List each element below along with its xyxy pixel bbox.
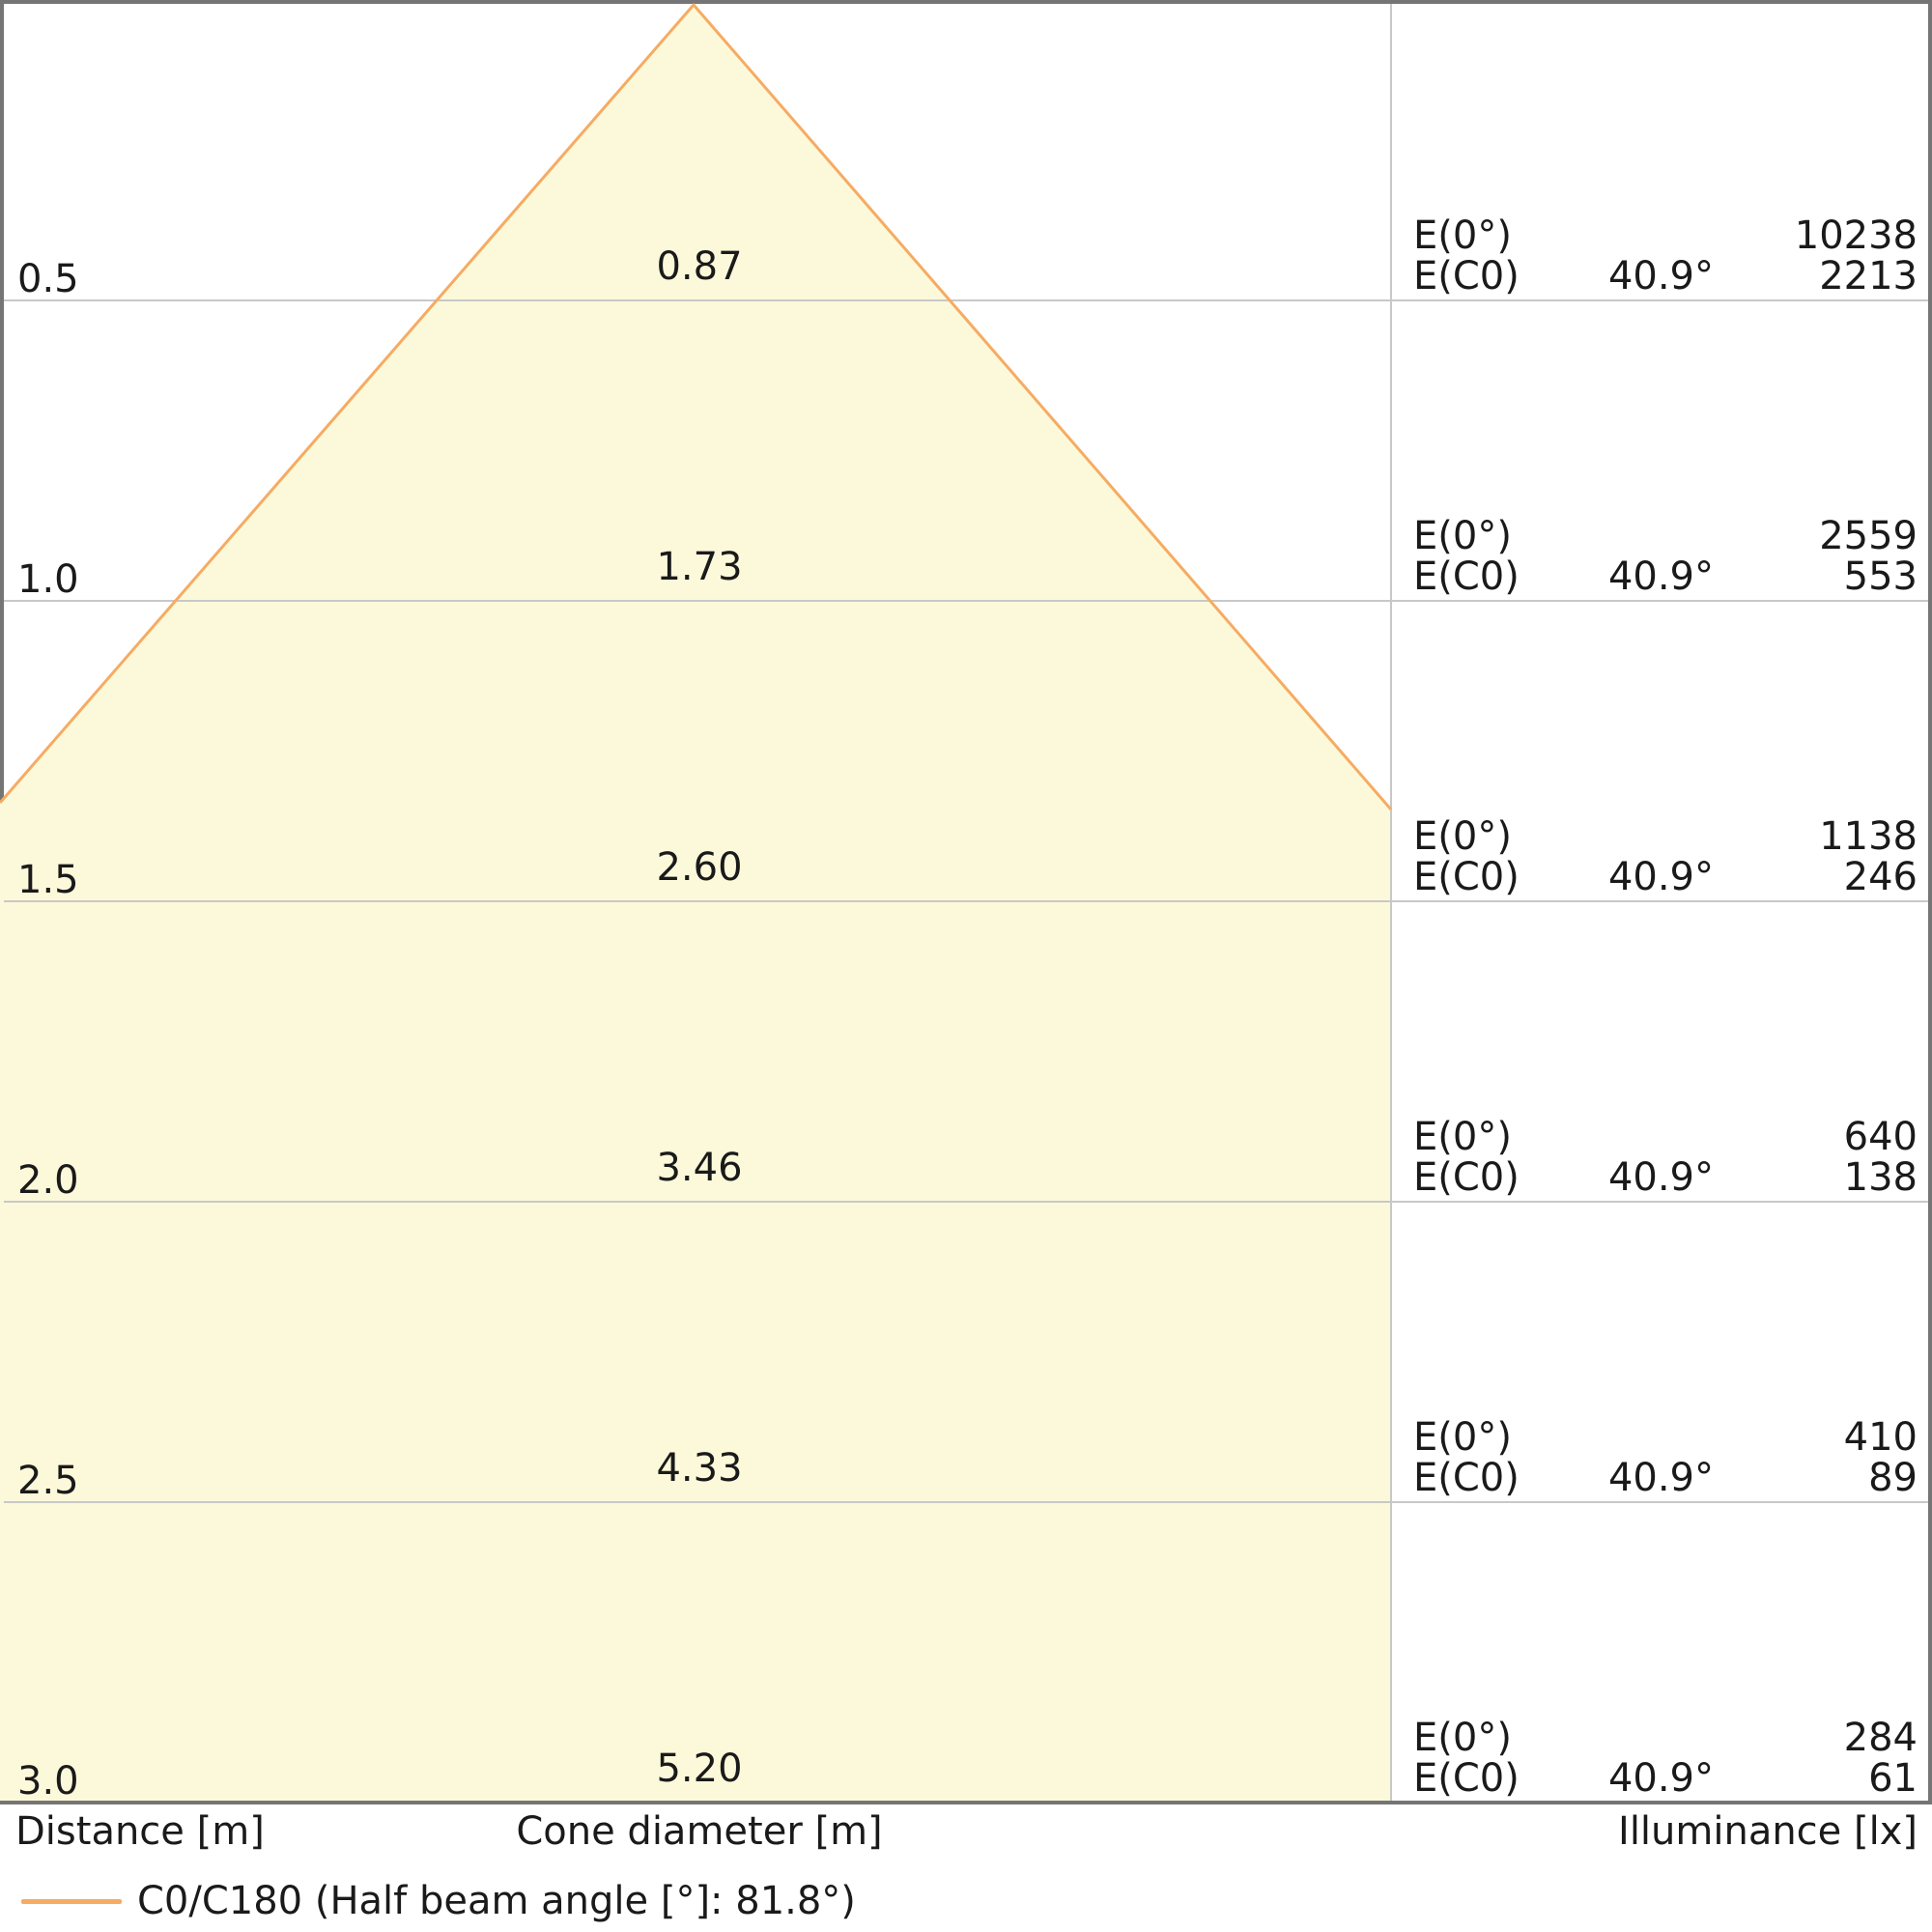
cone-beam-edges — [0, 3, 1393, 810]
distance-label: 2.5 — [17, 1459, 79, 1503]
ec0-label: E(C0) — [1413, 254, 1520, 298]
e0-value: 1138 — [1819, 814, 1918, 859]
legend-line-swatch — [21, 1899, 122, 1904]
distance-label: 1.0 — [17, 557, 79, 602]
e0-label: E(0°) — [1413, 514, 1512, 558]
ec0-label: E(C0) — [1413, 1456, 1520, 1500]
cone-diameter-label: 0.87 — [656, 244, 743, 289]
ec0-value: 246 — [1843, 855, 1918, 899]
ec0-value: 553 — [1843, 554, 1918, 599]
distance-label: 1.5 — [17, 858, 79, 902]
cone-plot — [0, 3, 1928, 1801]
e0-label: E(0°) — [1413, 814, 1512, 859]
ec0-value: 2213 — [1819, 254, 1918, 298]
e0-label: E(0°) — [1413, 213, 1512, 258]
illuminance-row-0.5m: E(0°) 10238 E(C0) 40.9° 2213 — [1413, 215, 1918, 297]
e0-value: 640 — [1843, 1115, 1918, 1159]
ec0-value: 89 — [1868, 1456, 1918, 1500]
e0-value: 410 — [1843, 1415, 1918, 1460]
cone-diameter-label: 3.46 — [656, 1146, 743, 1190]
e0-value: 2559 — [1819, 514, 1918, 558]
ec0-label: E(C0) — [1413, 855, 1520, 899]
ec0-value: 61 — [1868, 1756, 1918, 1801]
beam-angle-value: 40.9° — [1607, 1456, 1714, 1500]
beam-angle-value: 40.9° — [1607, 554, 1714, 599]
legend-label: C0/C180 (Half beam angle [°]: 81.8°) — [137, 1879, 856, 1923]
beam-angle-value: 40.9° — [1607, 254, 1714, 298]
distance-label: 2.0 — [17, 1158, 79, 1203]
ec0-label: E(C0) — [1413, 1756, 1520, 1801]
illuminance-axis-label: Illuminance [lx] — [1618, 1809, 1918, 1854]
cone-diameter-label: 4.33 — [656, 1446, 743, 1491]
e0-label: E(0°) — [1413, 1415, 1512, 1460]
cone-fill-shape — [0, 5, 1391, 1801]
illuminance-row-1.5m: E(0°) 1138 E(C0) 40.9° 246 — [1413, 816, 1918, 897]
e0-value: 284 — [1843, 1716, 1918, 1760]
beam-angle-value: 40.9° — [1607, 855, 1714, 899]
beam-angle-value: 40.9° — [1607, 1756, 1714, 1801]
chart-area: 0.5 1.0 1.5 2.0 2.5 3.0 0.87 1.73 2.60 3… — [0, 0, 1932, 1804]
cone-diameter-label: 1.73 — [656, 545, 743, 589]
ec0-value: 138 — [1843, 1155, 1918, 1200]
cone-diameter-axis-label: Cone diameter [m] — [516, 1809, 883, 1854]
illuminance-row-3.0m: E(0°) 284 E(C0) 40.9° 61 — [1413, 1718, 1918, 1799]
axis-caption-row: Distance [m] Cone diameter [m] Illuminan… — [0, 1808, 1932, 1855]
ec0-label: E(C0) — [1413, 554, 1520, 599]
ec0-label: E(C0) — [1413, 1155, 1520, 1200]
illuminance-row-1.0m: E(0°) 2559 E(C0) 40.9° 553 — [1413, 516, 1918, 597]
e0-label: E(0°) — [1413, 1115, 1512, 1159]
e0-label: E(0°) — [1413, 1716, 1512, 1760]
distance-label: 0.5 — [17, 257, 79, 301]
cone-diameter-label: 5.20 — [656, 1747, 743, 1791]
cone-diameter-label: 2.60 — [656, 845, 743, 890]
illuminance-row-2.0m: E(0°) 640 E(C0) 40.9° 138 — [1413, 1117, 1918, 1198]
distance-label: 3.0 — [17, 1759, 79, 1804]
beam-angle-value: 40.9° — [1607, 1155, 1714, 1200]
e0-value: 10238 — [1794, 213, 1918, 258]
distance-axis-label: Distance [m] — [15, 1809, 265, 1854]
legend: C0/C180 (Half beam angle [°]: 81.8°) — [0, 1876, 1932, 1926]
illuminance-row-2.5m: E(0°) 410 E(C0) 40.9° 89 — [1413, 1417, 1918, 1498]
